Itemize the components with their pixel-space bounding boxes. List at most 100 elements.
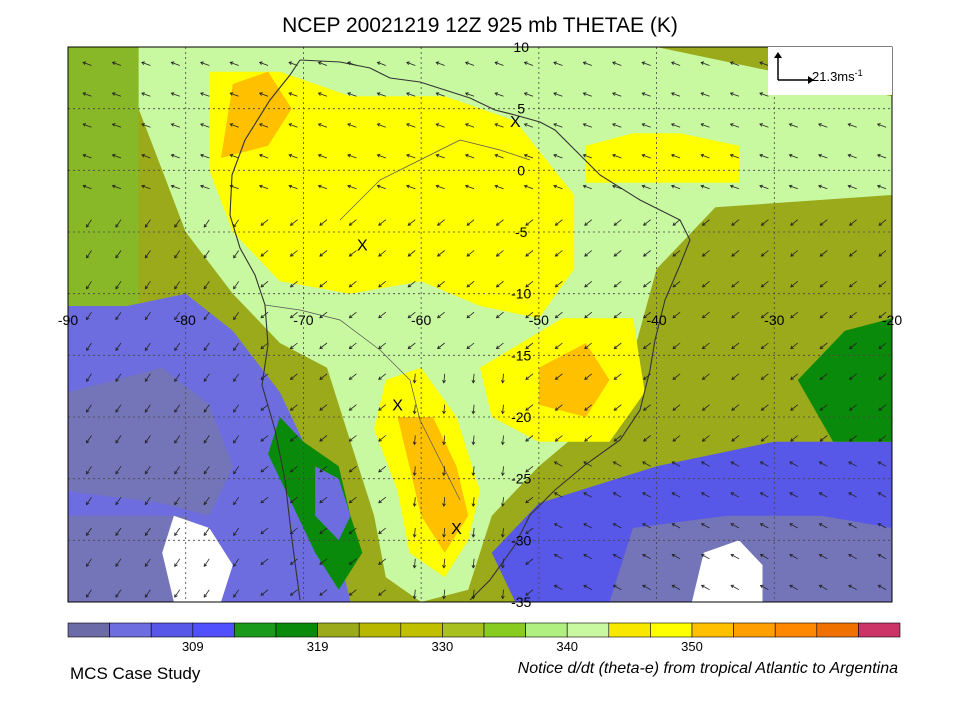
wind-arrowhead: [203, 501, 208, 506]
tick-label-lat: -15: [511, 347, 531, 363]
wind-arrowhead: [464, 92, 469, 96]
wind-arrowhead: [525, 592, 529, 596]
wind-arrowhead: [86, 409, 90, 413]
wind-arrow: [112, 92, 122, 97]
wind-arrowhead: [494, 123, 499, 127]
wind-arrow: [414, 435, 416, 445]
wind-arrowhead: [260, 592, 265, 596]
wind-arrow: [584, 250, 593, 257]
wind-arrowhead: [760, 222, 765, 226]
x-marker: X: [510, 114, 521, 131]
wind-arrowhead: [319, 468, 323, 473]
wind-arrow: [642, 585, 651, 591]
wind-arrowhead: [642, 283, 647, 288]
wind-arrowhead: [525, 438, 529, 442]
wind-arrowhead: [701, 407, 706, 411]
wind-arrowhead: [170, 123, 175, 127]
wind-arrow: [437, 311, 445, 319]
wind-arrowhead: [642, 407, 647, 411]
wind-arrow: [437, 250, 445, 257]
wind-arrow: [672, 492, 681, 498]
wind-arrow: [496, 342, 504, 349]
wind-arrow: [642, 492, 651, 498]
wind-arrow: [502, 558, 504, 568]
wind-arrow: [702, 435, 710, 442]
wind-arrow: [731, 435, 740, 442]
wind-arrow: [259, 154, 269, 159]
wind-arrowhead: [554, 253, 559, 257]
wind-arrowhead: [378, 283, 382, 288]
wind-arrow: [443, 435, 446, 445]
wind-arrow: [174, 373, 181, 382]
wind-arrow: [466, 219, 475, 226]
wind-arrow: [414, 404, 416, 414]
wind-arrow: [203, 589, 210, 598]
wind-arrowhead: [348, 345, 353, 350]
wind-arrow: [86, 589, 92, 598]
wind-arrow: [203, 311, 210, 320]
wind-arrowhead: [700, 461, 705, 465]
wind-arrowhead: [144, 378, 149, 382]
wind-arrow: [525, 558, 534, 565]
wind-arrow: [878, 219, 887, 226]
wind-arrow: [790, 373, 799, 380]
wind-arrowhead: [700, 554, 705, 558]
wind-arrowhead: [848, 461, 852, 465]
wind-arrowhead: [170, 184, 175, 189]
reference-arrowhead-u: [808, 76, 814, 84]
wind-arrow: [414, 558, 416, 568]
wind-arrowhead: [412, 534, 417, 538]
wind-arrowhead: [258, 153, 263, 158]
wind-arrow: [260, 280, 269, 288]
wind-arrow: [319, 465, 328, 473]
wind-arrow: [790, 342, 799, 349]
wind-arrowhead: [554, 407, 559, 411]
wind-arrowhead: [788, 123, 793, 127]
wind-arrowhead: [818, 492, 823, 496]
wind-arrowhead: [233, 532, 237, 537]
wind-arrowhead: [790, 283, 794, 288]
reference-arrowhead-v: [774, 52, 782, 58]
wind-arrow: [554, 585, 563, 591]
wind-arrowhead: [818, 523, 823, 527]
wind-arrowhead: [86, 347, 90, 352]
wind-arrow: [144, 435, 151, 444]
wind-arrowhead: [471, 534, 476, 538]
wind-arrow: [288, 154, 298, 159]
wind-arrowhead: [819, 407, 824, 411]
wind-arrow: [233, 435, 240, 444]
footer-right: Notice d/dt (theta-e) from tropical Atla…: [517, 660, 898, 677]
wind-arrow: [790, 404, 799, 411]
wind-arrow: [82, 62, 92, 66]
wind-arrowhead: [671, 523, 676, 527]
wind-arrow: [554, 492, 563, 498]
wind-arrow: [819, 492, 828, 498]
wind-arrow: [790, 219, 799, 226]
wind-arrow: [171, 92, 180, 97]
wind-arrow: [141, 62, 151, 66]
wind-arrowhead: [848, 376, 853, 380]
wind-arrow: [502, 435, 504, 445]
wind-arrowhead: [700, 61, 705, 65]
wind-arrow: [642, 62, 651, 66]
wind-arrowhead: [233, 409, 237, 413]
colorbar-swatch: [192, 622, 235, 638]
wind-arrowhead: [731, 283, 735, 288]
wind-arrow: [407, 311, 416, 319]
wind-arrowhead: [436, 283, 441, 288]
wind-arrow: [141, 185, 151, 190]
wind-arrow: [200, 185, 210, 190]
wind-arrowhead: [494, 184, 499, 189]
wind-arrow: [554, 523, 563, 529]
wind-arrowhead: [701, 253, 706, 257]
wind-arrowhead: [319, 314, 323, 319]
wind-arrowhead: [86, 316, 90, 321]
wind-arrow: [848, 461, 857, 467]
wind-arrowhead: [613, 222, 618, 226]
wind-arrowhead: [641, 92, 646, 96]
wind-arrow: [318, 123, 328, 128]
wind-arrowhead: [289, 314, 294, 319]
wind-arrow: [818, 154, 828, 159]
wind-arrow: [203, 496, 210, 505]
wind-arrow: [260, 496, 269, 504]
